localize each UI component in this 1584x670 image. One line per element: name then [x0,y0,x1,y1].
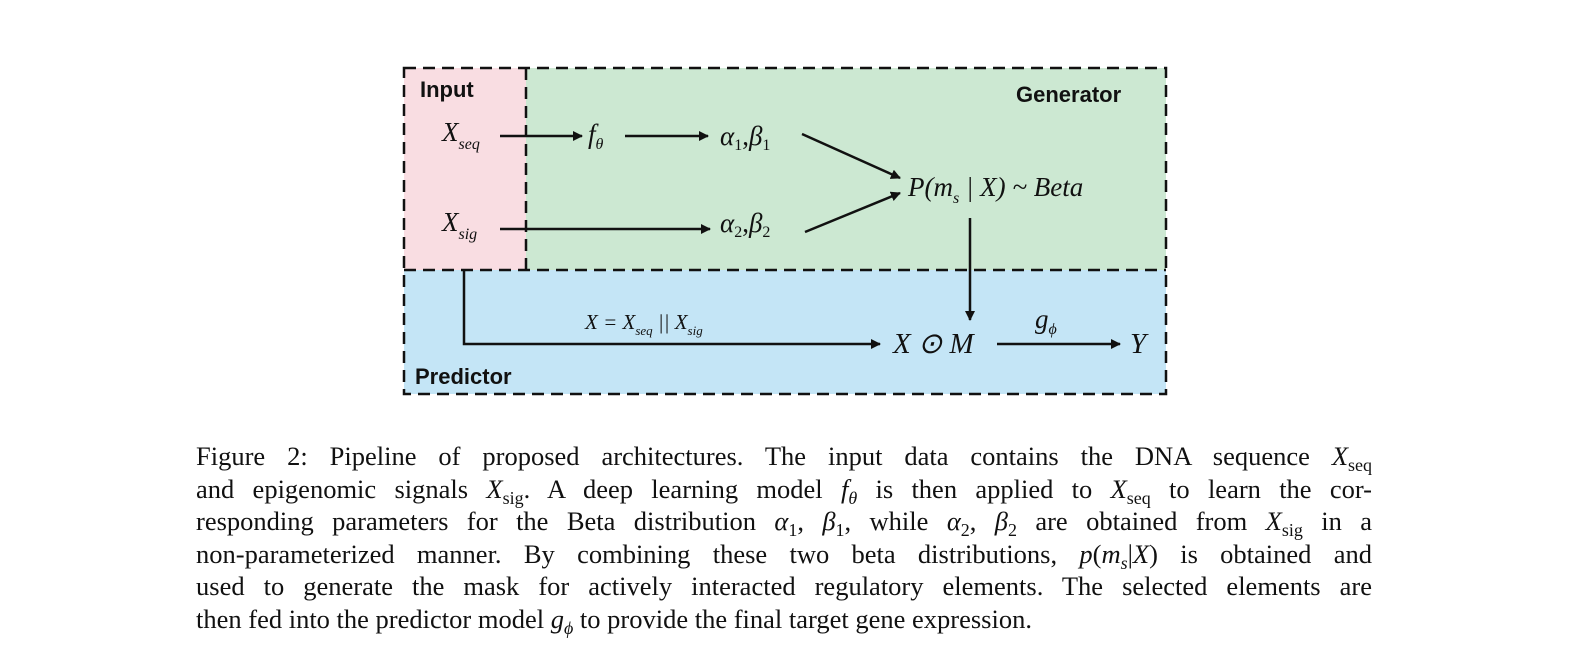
caption-math: α [774,506,789,536]
caption-math: sig [502,487,524,508]
caption-math: X [486,473,503,504]
arrow-input-to-mask [462,270,881,349]
x-sig-node: Xsig [441,207,477,243]
caption-text: to provide the final target gene express… [573,603,1032,634]
caption-text: and epigenomic signals [196,473,487,504]
caption-text: to learn the cor- [1150,473,1372,504]
caption-text: non-parameterized manner. By combining t… [196,538,1080,569]
caption-line: responding parameters for the Beta distr… [196,505,1372,540]
caption-math: β [994,506,1008,536]
arrow-ab1-to-posterior [801,132,901,180]
alpha1-beta1-node: α1,β1 [720,121,770,154]
caption-math: X [1132,538,1150,569]
output-node: Y [1130,328,1149,360]
x-seq-node: Xseq [441,117,480,153]
caption-math: 1 [788,520,798,540]
arrows [462,131,1121,349]
caption-math: s [1120,552,1128,573]
caption-math: X [1265,506,1282,536]
caption-text: then fed into the predictor model [196,603,551,634]
caption-text: . A deep learning model [523,473,841,504]
caption-text: in a [1302,506,1372,536]
alpha2-beta2-node: α2,β2 [720,208,770,241]
caption-math: g [550,603,564,634]
g-phi-node: gϕ [1035,304,1057,338]
caption-math: 1 [835,520,845,540]
generator-label: Generator [1016,82,1122,107]
arrow-ab2-to-posterior [804,191,901,234]
input-region [404,68,526,270]
caption-text: , [969,506,995,536]
caption-line: used to generate the mask for actively i… [196,570,1372,603]
posterior-node: P(ms | X) ~ Beta [907,172,1083,207]
caption-text: is then applied to [857,473,1111,504]
caption-text: are obtained from [1016,506,1266,536]
caption-text: responding parameters for the Beta distr… [196,506,775,536]
predictor-region [404,270,1166,394]
caption-math: sig [1281,520,1303,540]
caption-text: ) is obtained and [1149,538,1372,569]
f-theta-node: fθ [588,119,604,153]
caption-math: X [1331,441,1348,471]
caption-math: ϕ [563,617,574,638]
caption-text: | [1127,538,1133,569]
caption-math: X [1110,473,1127,504]
caption-line: and epigenomic signals Xsig. A deep lear… [196,473,1372,508]
caption-math: seq [1348,455,1372,475]
caption-math: f [840,473,849,504]
caption-text: , [797,506,823,536]
caption-line: Figure 2: Pipeline of proposed architect… [196,440,1372,475]
caption-math: m [1101,538,1121,569]
caption-math: 2 [1007,520,1017,540]
caption-math: β [822,506,836,536]
caption-text: Figure 2: Pipeline of proposed architect… [196,441,1332,471]
caption-math: p [1079,538,1093,569]
predictor-label: Predictor [415,364,512,389]
caption-line: non-parameterized manner. By combining t… [196,538,1372,573]
concat-label: X = Xseq || Xsig [584,310,703,338]
figure-caption: Figure 2: Pipeline of proposed architect… [196,440,1372,638]
masked-input-node: X ⊙ M [892,328,976,360]
caption-text: , while [844,506,947,536]
generator-region [526,68,1166,270]
caption-math: seq [1126,487,1151,508]
caption-text: ( [1092,538,1102,569]
pipeline-diagram: Input Generator Predictor Xseq Xsig fθ α… [402,66,1168,396]
caption-math: θ [848,487,858,508]
caption-text: used to generate the mask for actively i… [196,571,1372,601]
input-label: Input [420,77,474,102]
caption-math: 2 [960,520,970,540]
region-borders [402,66,1168,396]
caption-line: then fed into the predictor model gϕ to … [196,603,1372,638]
caption-math: α [946,506,961,536]
